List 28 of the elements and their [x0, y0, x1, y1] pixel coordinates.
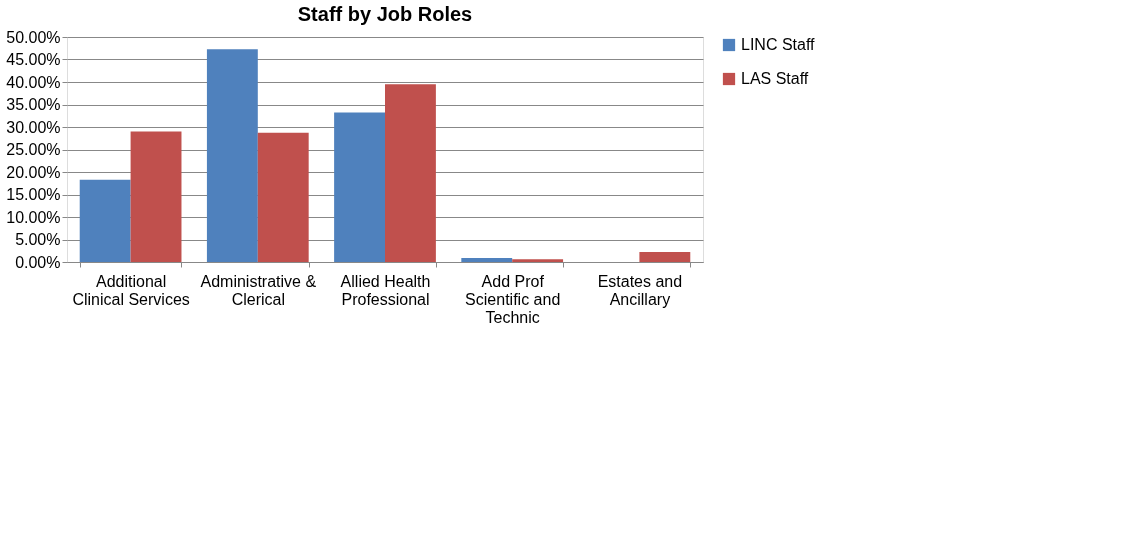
legend-label: LAS Staff: [741, 70, 809, 87]
y-tick-label: 25.00%: [6, 141, 61, 158]
x-tick-label: Allied Health Professional: [340, 272, 431, 308]
bar: [257, 132, 309, 262]
bar: [130, 131, 182, 262]
y-tick-label: 5.00%: [15, 231, 61, 248]
y-tick-label: 30.00%: [6, 118, 61, 136]
y-tick-label: 15.00%: [6, 186, 61, 203]
x-tick-label: Add Prof Scientific and Technic: [465, 272, 561, 326]
y-tick-label: 40.00%: [6, 73, 61, 91]
x-tick-label: Administrative & Clerical: [200, 272, 317, 308]
chart-title: Staff by Job Roles: [297, 3, 473, 25]
bar: [334, 112, 385, 262]
x-tick-label: Estates and Ancillary: [597, 272, 683, 308]
x-tick-label: Additional Clinical Services: [72, 272, 190, 308]
bar: [79, 179, 131, 262]
bar: [385, 84, 436, 262]
bar: [206, 49, 258, 262]
bar: [639, 252, 691, 262]
bar: [461, 257, 513, 262]
y-tick-label: 10.00%: [6, 208, 61, 226]
bar: [512, 259, 564, 262]
y-tick-label: 50.00%: [6, 28, 61, 46]
y-tick-label: 45.00%: [6, 51, 61, 68]
y-tick-label: 35.00%: [6, 96, 61, 113]
y-tick-label: 0.00%: [15, 253, 61, 271]
y-tick-label: 20.00%: [6, 163, 61, 181]
legend-label: LINC Staff: [741, 36, 816, 53]
